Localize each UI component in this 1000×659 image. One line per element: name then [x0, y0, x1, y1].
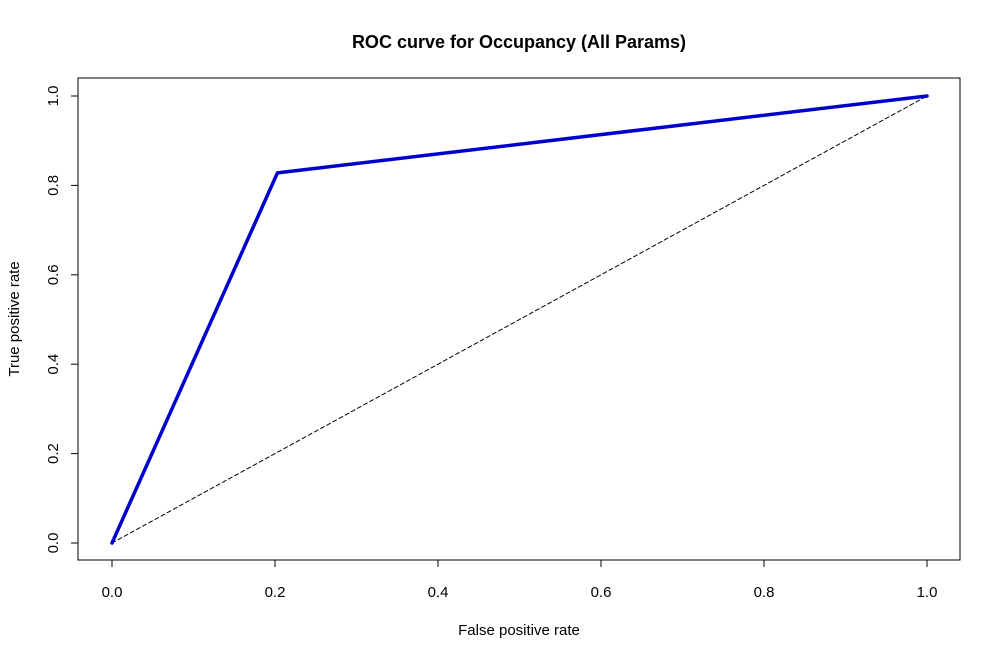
- chart-title: ROC curve for Occupancy (All Params): [352, 32, 686, 52]
- y-axis: 0.0 0.2 0.4 0.6 0.8 1.0: [45, 86, 79, 554]
- x-tick-label: 0.0: [102, 584, 123, 601]
- y-tick-label: 0.8: [45, 175, 62, 196]
- y-tick-label: 0.2: [45, 443, 62, 464]
- series-layer: [110, 94, 929, 545]
- x-tick-label: 0.2: [265, 584, 286, 601]
- y-tick-label: 0.6: [45, 264, 62, 285]
- y-tick-label: 1.0: [45, 86, 62, 107]
- y-tick-label: 0.4: [45, 354, 62, 375]
- x-axis: 0.0 0.2 0.4 0.6 0.8 1.0: [102, 559, 938, 601]
- diagonal-reference-line: [111, 95, 928, 544]
- x-tick-label: 0.4: [428, 584, 449, 601]
- x-tick-label: 0.6: [591, 584, 612, 601]
- roc-curve-line: [110, 94, 929, 545]
- x-axis-title: False positive rate: [458, 622, 580, 639]
- x-tick-label: 0.8: [754, 584, 775, 601]
- y-tick-label: 0.0: [45, 533, 62, 554]
- y-axis-title: True positive rate: [6, 261, 23, 376]
- x-tick-label: 1.0: [917, 584, 938, 601]
